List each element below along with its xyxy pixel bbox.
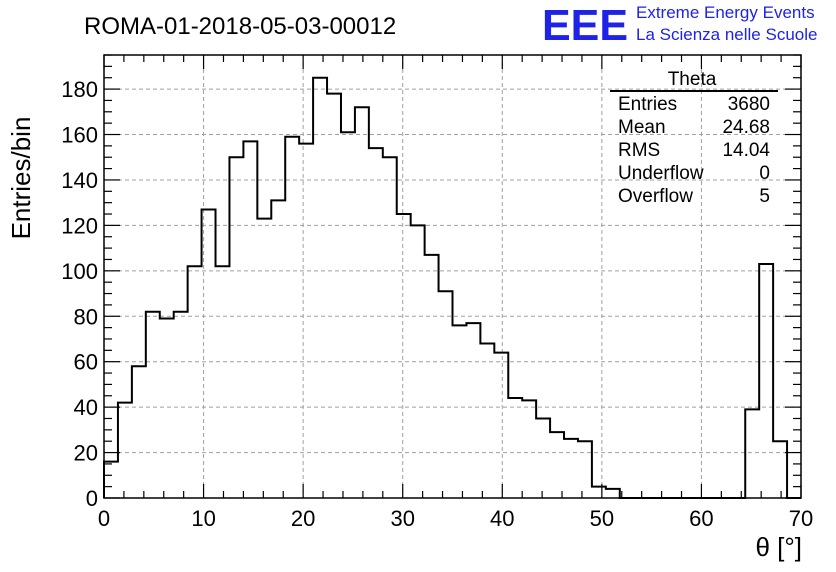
histogram-bin: [132, 366, 146, 498]
x-tick-label: 70: [789, 506, 813, 531]
y-tick-label: 180: [61, 77, 98, 102]
histogram-bin: [564, 439, 578, 498]
histogram-bin: [160, 319, 174, 498]
stats-value-entries: 3680: [728, 94, 770, 115]
logo-line-2: La Scienza nelle Scuole: [636, 25, 817, 44]
x-tick-labels: 0 10 20 30 40 50 60 70: [98, 506, 813, 531]
y-tick-label: 100: [61, 259, 98, 284]
histogram-bin: [453, 325, 467, 498]
histogram-bin: [188, 266, 202, 498]
stats-label-underflow: Underflow: [618, 163, 704, 184]
x-tick-label: 40: [490, 506, 514, 531]
stats-value-mean: 24.68: [722, 117, 770, 138]
histogram-bin: [606, 489, 620, 498]
logo-mark: EEE: [542, 1, 628, 50]
histogram-bin: [592, 487, 606, 498]
eee-logo: EEE Extreme Energy Events La Scienza nel…: [542, 1, 817, 50]
x-tick-label: 60: [689, 506, 713, 531]
stats-value-overflow: 5: [759, 186, 770, 207]
x-tick-label: 20: [291, 506, 315, 531]
histogram-bin: [439, 291, 453, 498]
x-tick-label: 50: [590, 506, 614, 531]
histogram-bin: [104, 462, 118, 498]
histogram-bin: [327, 94, 341, 498]
histogram-bin: [229, 157, 243, 498]
histogram-bin: [494, 353, 508, 498]
histogram-bin: [174, 312, 188, 498]
histogram-bin: [773, 441, 787, 498]
y-tick-label: 160: [61, 123, 98, 148]
axis-ticks: [103, 54, 802, 499]
y-tick-label: 60: [74, 350, 98, 375]
stats-label-overflow: Overflow: [618, 186, 693, 207]
y-tick-label: 40: [74, 395, 98, 420]
histogram-bin: [522, 400, 536, 498]
chart-title: ROMA-01-2018-05-03-00012: [84, 13, 396, 40]
histogram-bin: [216, 266, 230, 498]
histogram-bin: [243, 141, 257, 498]
histogram-bin: [536, 418, 550, 498]
x-axis-label: θ [°]: [755, 532, 802, 562]
histogram-bin: [313, 78, 327, 498]
histogram-bin: [578, 441, 592, 498]
stats-label-mean: Mean: [618, 117, 666, 138]
y-tick-label: 80: [74, 304, 98, 329]
stats-label-entries: Entries: [618, 94, 677, 115]
histogram-outline: [103, 76, 801, 499]
histogram-bin: [397, 214, 411, 498]
stats-box: Theta Entries 3680 Mean 24.68 RMS 14.04 …: [610, 69, 778, 207]
histogram-bin: [146, 312, 160, 498]
histogram-bins: [104, 78, 787, 498]
histogram-bin: [355, 107, 369, 498]
y-tick-label: 140: [61, 168, 98, 193]
histogram-bin: [369, 148, 383, 498]
y-tick-label: 0: [86, 486, 98, 511]
stats-value-underflow: 0: [759, 163, 770, 184]
grid-lines: [104, 55, 801, 498]
stats-value-rms: 14.04: [722, 140, 770, 161]
histogram-bin: [466, 323, 480, 498]
histogram-bin: [550, 432, 564, 498]
x-tick-label: 10: [191, 506, 215, 531]
histogram-bin: [745, 409, 759, 498]
histogram-bin: [118, 403, 132, 498]
histogram-bin: [257, 219, 271, 498]
histogram-bin: [383, 157, 397, 498]
histogram-bin: [425, 255, 439, 498]
plot-frame: [103, 54, 802, 499]
y-tick-label: 20: [74, 441, 98, 466]
stats-label-rms: RMS: [618, 140, 660, 161]
x-tick-label: 30: [390, 506, 414, 531]
stats-title: Theta: [668, 69, 717, 90]
histogram-bin: [759, 264, 773, 498]
histogram-bin: [299, 144, 313, 498]
y-axis-label: Entries/bin: [6, 117, 36, 240]
y-tick-labels: 0 20 40 60 80 100 120 140 160 180: [61, 77, 98, 511]
histogram-bin: [341, 132, 355, 498]
histogram-bin: [271, 200, 285, 498]
histogram-bin: [285, 137, 299, 498]
logo-line-1: Extreme Energy Events: [636, 3, 815, 22]
histogram-bin: [480, 344, 494, 498]
x-tick-label: 0: [98, 506, 110, 531]
y-tick-label: 120: [61, 213, 98, 238]
histogram-bin: [508, 398, 522, 498]
